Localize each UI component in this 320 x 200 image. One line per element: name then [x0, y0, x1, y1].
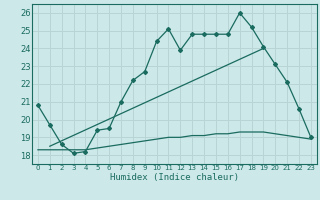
- X-axis label: Humidex (Indice chaleur): Humidex (Indice chaleur): [110, 173, 239, 182]
